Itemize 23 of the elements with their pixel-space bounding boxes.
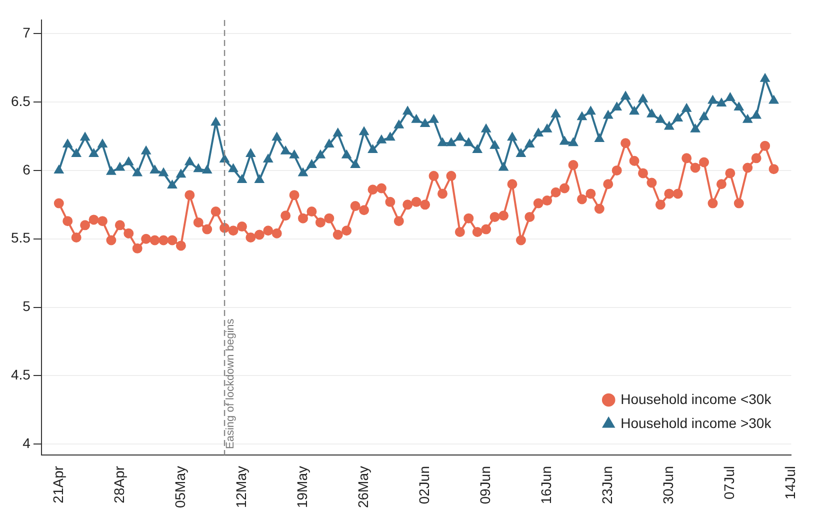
y-tick-label: 5 bbox=[22, 298, 31, 314]
x-tick-label: 28Apr bbox=[110, 466, 127, 504]
x-tick-label: 23Jun bbox=[598, 466, 615, 504]
y-tick-label: 6.5 bbox=[10, 92, 31, 109]
y-tick-label: 7 bbox=[22, 24, 31, 41]
x-tick-label: 05May bbox=[172, 466, 188, 508]
x-tick-label: 12May bbox=[232, 466, 249, 508]
x-tick-label: 21Apr bbox=[50, 466, 66, 504]
x-tick-label: 07Jul bbox=[721, 466, 738, 500]
y-tick-label: 5.5 bbox=[10, 230, 31, 246]
legend-label: Household income >30k bbox=[620, 414, 772, 431]
x-tick-label: 16Jun bbox=[538, 466, 554, 504]
x-tick-label: 30Jun bbox=[660, 466, 676, 504]
ref-line-label: Easing of lockdown begins bbox=[224, 318, 237, 449]
x-tick-label: 26May bbox=[354, 466, 371, 508]
legend-label: Household income <30k bbox=[620, 390, 772, 407]
x-tick-label: 09Jun bbox=[476, 466, 493, 504]
x-tick-label: 14Jul bbox=[782, 466, 798, 500]
y-tick-label: 4 bbox=[22, 434, 31, 451]
x-tick-label: 02Jun bbox=[416, 466, 432, 504]
y-tick-label: 4.5 bbox=[10, 366, 31, 383]
x-tick-label: 19May bbox=[294, 466, 310, 508]
y-tick-label: 6 bbox=[22, 161, 31, 178]
